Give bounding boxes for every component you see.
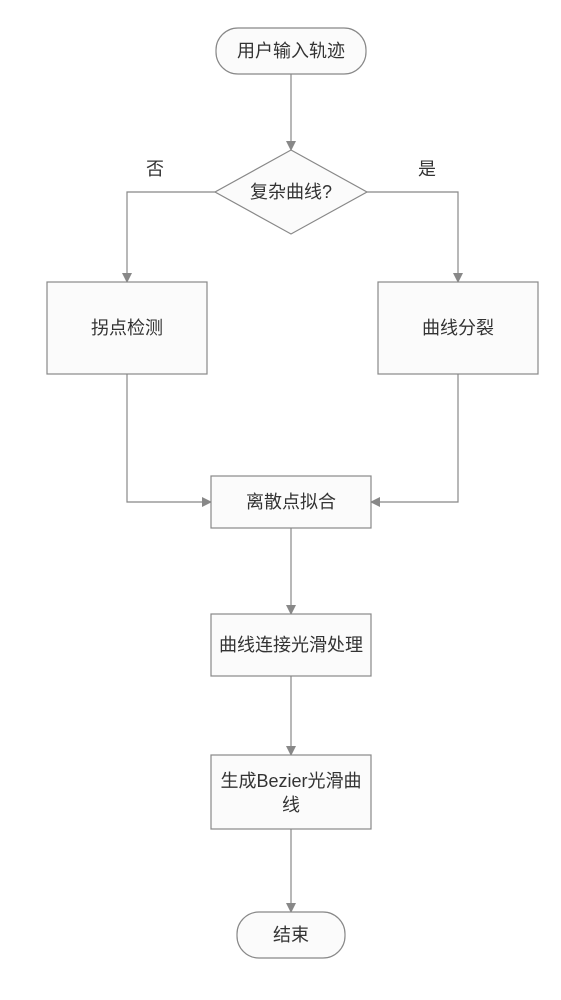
node-start-label: 用户输入轨迹 [237, 41, 345, 61]
nodes: 用户输入轨迹复杂曲线?拐点检测曲线分裂离散点拟合曲线连接光滑处理生成Bezier… [47, 28, 538, 958]
node-bezier-label1: 生成Bezier光滑曲 [220, 771, 361, 791]
node-start: 用户输入轨迹 [216, 28, 366, 74]
edge-right-bottom-fit-right [371, 374, 458, 502]
node-bezier-label2: 线 [282, 795, 300, 815]
node-bezier: 生成Bezier光滑曲线 [211, 755, 371, 829]
node-end: 结束 [237, 912, 345, 958]
node-decision-label: 复杂曲线? [250, 182, 332, 202]
node-right-label: 曲线分裂 [422, 318, 494, 338]
node-right: 曲线分裂 [378, 282, 538, 374]
node-end-label: 结束 [273, 925, 309, 945]
node-left: 拐点检测 [47, 282, 207, 374]
label-no: 否 [146, 159, 164, 179]
node-fit: 离散点拟合 [211, 476, 371, 528]
edge-decision-right-right-top [367, 192, 458, 282]
edge-left-bottom-fit-left [127, 374, 211, 502]
label-yes: 是 [418, 159, 436, 179]
node-smooth-label: 曲线连接光滑处理 [219, 635, 363, 655]
edge-decision-left-left-top [127, 192, 215, 282]
flowchart-canvas: 用户输入轨迹复杂曲线?拐点检测曲线分裂离散点拟合曲线连接光滑处理生成Bezier… [0, 0, 561, 1000]
node-smooth: 曲线连接光滑处理 [211, 614, 371, 676]
node-fit-label: 离散点拟合 [246, 492, 336, 512]
node-decision: 复杂曲线? [215, 150, 367, 234]
node-left-label: 拐点检测 [91, 318, 163, 338]
